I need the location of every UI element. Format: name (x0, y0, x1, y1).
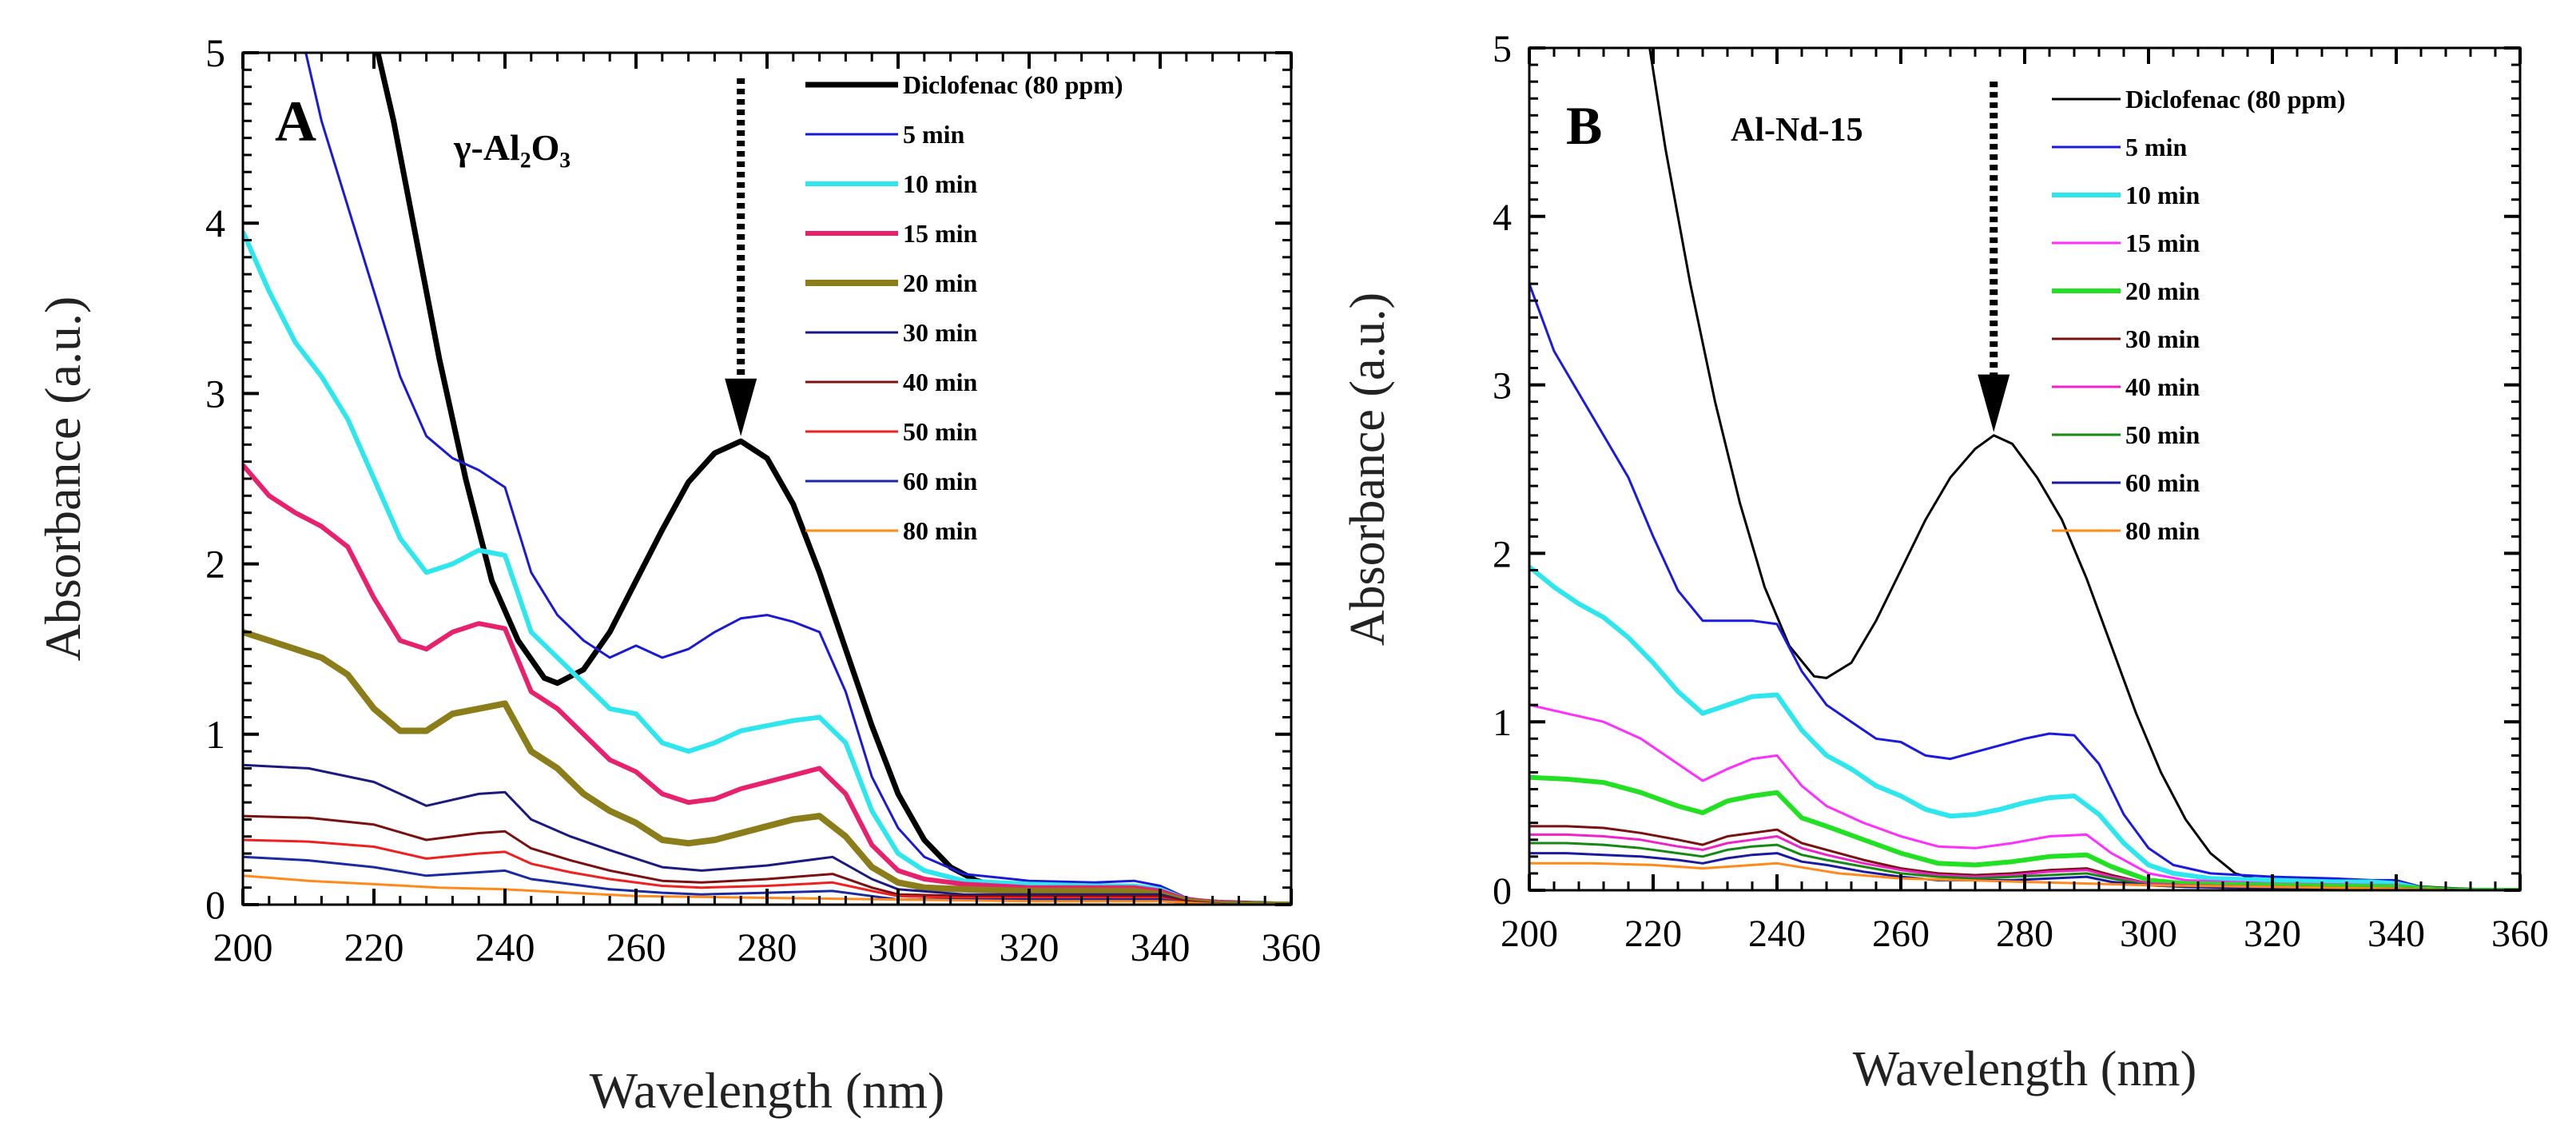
x-tick-label: 220 (344, 925, 404, 969)
y-tick-label: 1 (205, 712, 225, 757)
series-line-1 (304, 53, 1291, 905)
series-line-6 (243, 814, 1291, 905)
legend-label: 60 min (2125, 468, 2200, 497)
plot-frame (241, 51, 1293, 906)
y-tick-label: 1 (1493, 702, 1512, 744)
series-line-2 (1529, 564, 2520, 890)
x-tick-label: 340 (2367, 913, 2425, 955)
x-tick-label: 260 (606, 925, 666, 969)
x-tick-label: 240 (1748, 913, 1806, 955)
series-group (1529, 48, 2520, 890)
x-tick-label: 200 (213, 925, 273, 969)
y-tick-label: 4 (1493, 197, 1512, 239)
series-line-2 (243, 230, 1291, 905)
x-axis-title: Wavelength (nm) (590, 1062, 944, 1119)
x-tick-label: 360 (2491, 913, 2549, 955)
x-tick-label: 280 (737, 925, 797, 969)
series-group (243, 53, 1291, 905)
y-tick-label: 3 (205, 371, 225, 416)
x-tick-label: 280 (1996, 913, 2053, 955)
legend-label: 30 min (2125, 324, 2200, 353)
series-line-1 (1529, 283, 2520, 890)
x-tick-label: 300 (869, 925, 928, 969)
series-line-4 (243, 629, 1291, 905)
x-tick-label: 340 (1131, 925, 1191, 969)
series-line-0 (1648, 48, 2520, 890)
panel-letter: B (1566, 95, 1602, 156)
panel-a-chart: 200 220 240 260 280 300 320 340 360 0 1 2 3 4 5 Wavelen… (34, 30, 1322, 1119)
legend-label: 10 min (903, 169, 978, 198)
legend-label: 80 min (2125, 516, 2200, 545)
legend-label: 5 min (903, 120, 965, 149)
y-tick-label: 0 (1493, 870, 1512, 913)
x-tick-label: 200 (1501, 913, 1558, 955)
material-label: γ-Al₂O₃ (453, 127, 570, 168)
legend-label: 10 min (2125, 181, 2200, 209)
y-tick-label: 5 (205, 30, 225, 75)
legend-label: 40 min (2125, 372, 2200, 401)
series-line-5 (243, 763, 1291, 905)
y-tick-label: 0 (205, 882, 225, 927)
y-tick-label: 3 (1493, 365, 1512, 408)
series-line-8 (243, 855, 1291, 905)
x-tick-label: 320 (1000, 925, 1059, 969)
legend-label: 40 min (903, 368, 978, 396)
decay-arrow-head (1978, 374, 2010, 432)
y-tick-label: 2 (205, 542, 225, 587)
series-line-3 (1529, 703, 2520, 890)
y-axis-title: Absorbance (a.u.) (1341, 292, 1395, 646)
decay-arrow-head (725, 378, 757, 436)
legend-label: 30 min (903, 318, 978, 347)
panel-b-chart: 200 220 240 260 280 300 320 340 360 0 1 2 3 4 5 Wavelen… (1341, 28, 2549, 1096)
y-axis-title: Absorbance (a.u.) (34, 296, 91, 662)
series-line-7 (243, 838, 1291, 905)
x-tick-label: 320 (2244, 913, 2301, 955)
legend-label: 80 min (903, 516, 978, 545)
x-tick-label: 220 (1624, 913, 1682, 955)
x-tick-label: 300 (2120, 913, 2177, 955)
x-tick-label: 360 (1262, 925, 1322, 969)
x-tick-label: 260 (1872, 913, 1930, 955)
legend-label: Diclofenac (80 ppm) (903, 70, 1123, 99)
legend-label: 50 min (2125, 420, 2200, 449)
y-tick-label: 2 (1493, 533, 1512, 575)
legend-label: 50 min (903, 417, 978, 446)
legend-label: 60 min (903, 467, 978, 495)
series-line-4 (1529, 774, 2520, 890)
x-axis-title: Wavelength (nm) (1853, 1042, 2197, 1096)
legend-label: 20 min (903, 269, 978, 297)
legend-label: 5 min (2125, 133, 2188, 161)
legend-label: 15 min (903, 219, 978, 248)
x-tick-label: 240 (475, 925, 535, 969)
y-tick-label: 5 (1493, 28, 1512, 70)
series-line-3 (243, 463, 1291, 905)
panel-letter: A (275, 90, 316, 153)
material-label: Al-Nd-15 (1731, 112, 1863, 149)
legend-label: 20 min (2125, 277, 2200, 305)
legend-label: 15 min (2125, 229, 2200, 257)
series-line-9 (1529, 861, 2520, 890)
legend-label: Diclofenac (80 ppm) (2125, 85, 2346, 113)
y-tick-label: 4 (205, 201, 225, 245)
